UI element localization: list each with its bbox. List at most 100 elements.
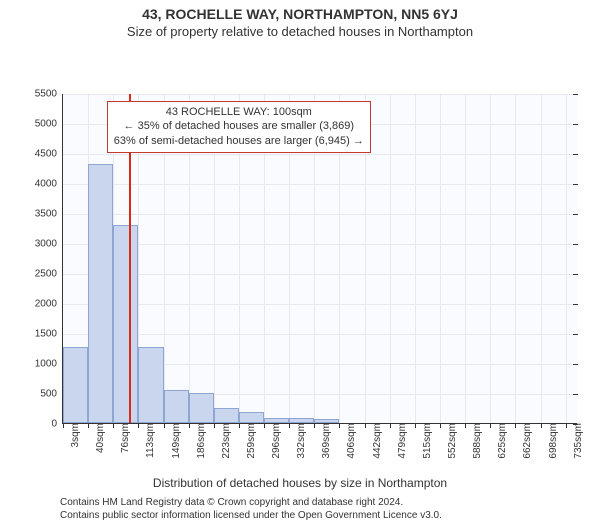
histogram-chart: Number of detached properties 0500100015… <box>0 39 600 474</box>
gridline-v <box>541 94 542 423</box>
x-tick-mark <box>164 423 165 428</box>
y-tick-label: 4000 <box>35 179 63 190</box>
y-tick-mark <box>573 274 578 275</box>
x-tick-label: 625sqm <box>493 423 508 459</box>
plot-area: 0500100015002000250030003500400045005000… <box>62 94 577 424</box>
x-tick-mark <box>264 423 265 428</box>
histogram-bar <box>239 412 264 423</box>
y-tick-mark <box>573 94 578 95</box>
x-tick-label: 186sqm <box>192 423 207 459</box>
y-tick-label: 4500 <box>35 149 63 160</box>
x-tick-label: 149sqm <box>167 423 182 459</box>
y-tick-mark <box>573 214 578 215</box>
x-tick-label: 552sqm <box>443 423 458 459</box>
x-tick-mark <box>88 423 89 428</box>
y-tick-mark <box>573 124 578 125</box>
gridline-h <box>63 304 577 305</box>
x-tick-label: 662sqm <box>518 423 533 459</box>
y-tick-mark <box>573 244 578 245</box>
y-tick-label: 2500 <box>35 269 63 280</box>
histogram-bar <box>164 390 189 423</box>
x-tick-mark <box>339 423 340 428</box>
y-tick-mark <box>573 394 578 395</box>
histogram-bar <box>189 393 214 423</box>
y-tick-label: 5000 <box>35 119 63 130</box>
y-tick-label: 5500 <box>35 89 63 100</box>
x-tick-mark <box>415 423 416 428</box>
gridline-v <box>515 94 516 423</box>
histogram-bar <box>264 418 289 423</box>
gridline-h <box>63 334 577 335</box>
gridline-v <box>440 94 441 423</box>
y-tick-label: 0 <box>51 419 63 430</box>
annotation-line: 63% of semi-detached houses are larger (… <box>114 134 364 149</box>
x-tick-label: 698sqm <box>544 423 559 459</box>
x-tick-label: 442sqm <box>368 423 383 459</box>
x-tick-mark <box>566 423 567 428</box>
x-tick-mark <box>465 423 466 428</box>
x-tick-mark <box>214 423 215 428</box>
page-title: 43, ROCHELLE WAY, NORTHAMPTON, NN5 6YJ <box>0 0 600 22</box>
y-tick-mark <box>573 304 578 305</box>
histogram-bar <box>289 418 314 423</box>
y-tick-mark <box>573 184 578 185</box>
y-tick-mark <box>573 334 578 335</box>
histogram-bar <box>314 419 339 423</box>
x-tick-mark <box>541 423 542 428</box>
y-tick-mark <box>573 154 578 155</box>
x-tick-label: 76sqm <box>116 423 131 453</box>
x-tick-label: 369sqm <box>317 423 332 459</box>
gridline-h <box>63 184 577 185</box>
x-tick-label: 113sqm <box>141 423 156 458</box>
x-tick-label: 296sqm <box>267 423 282 459</box>
x-tick-label: 332sqm <box>292 423 307 459</box>
x-tick-mark <box>490 423 491 428</box>
x-axis-label: Distribution of detached houses by size … <box>0 476 600 490</box>
x-tick-mark <box>189 423 190 428</box>
x-tick-label: 259sqm <box>242 423 257 459</box>
histogram-bar <box>113 225 138 423</box>
gridline-v <box>490 94 491 423</box>
y-tick-label: 1500 <box>35 329 63 340</box>
y-tick-label: 500 <box>40 389 63 400</box>
x-tick-mark <box>365 423 366 428</box>
footer-line-1: Contains HM Land Registry data © Crown c… <box>60 496 590 509</box>
gridline-h <box>63 274 577 275</box>
x-tick-label: 515sqm <box>418 423 433 459</box>
x-tick-mark <box>289 423 290 428</box>
histogram-bar <box>63 347 88 423</box>
x-tick-mark <box>63 423 64 428</box>
gridline-v <box>415 94 416 423</box>
y-tick-mark <box>573 364 578 365</box>
y-tick-label: 3000 <box>35 239 63 250</box>
annotation-line: ← 35% of detached houses are smaller (3,… <box>114 119 364 134</box>
gridline-h <box>63 214 577 215</box>
y-tick-label: 3500 <box>35 209 63 220</box>
gridline-v <box>390 94 391 423</box>
gridline-h <box>63 154 577 155</box>
x-tick-mark <box>239 423 240 428</box>
x-tick-mark <box>390 423 391 428</box>
annotation-box: 43 ROCHELLE WAY: 100sqm← 35% of detached… <box>107 101 371 154</box>
x-tick-mark <box>440 423 441 428</box>
x-tick-label: 3sqm <box>66 423 81 447</box>
histogram-bar <box>138 347 163 423</box>
y-tick-label: 2000 <box>35 299 63 310</box>
y-tick-label: 1000 <box>35 359 63 370</box>
gridline-v <box>566 94 567 423</box>
x-tick-mark <box>515 423 516 428</box>
x-tick-label: 40sqm <box>91 423 106 453</box>
x-tick-label: 223sqm <box>217 423 232 459</box>
x-tick-mark <box>314 423 315 428</box>
histogram-bar <box>214 408 239 423</box>
gridline-h <box>63 244 577 245</box>
page-subtitle: Size of property relative to detached ho… <box>0 22 600 39</box>
x-tick-label: 479sqm <box>393 423 408 459</box>
x-tick-mark <box>138 423 139 428</box>
footer-line-2: Contains public sector information licen… <box>60 509 590 522</box>
gridline-v <box>465 94 466 423</box>
x-tick-mark <box>113 423 114 428</box>
x-tick-label: 588sqm <box>468 423 483 459</box>
x-tick-label: 406sqm <box>342 423 357 459</box>
annotation-line: 43 ROCHELLE WAY: 100sqm <box>114 105 364 120</box>
